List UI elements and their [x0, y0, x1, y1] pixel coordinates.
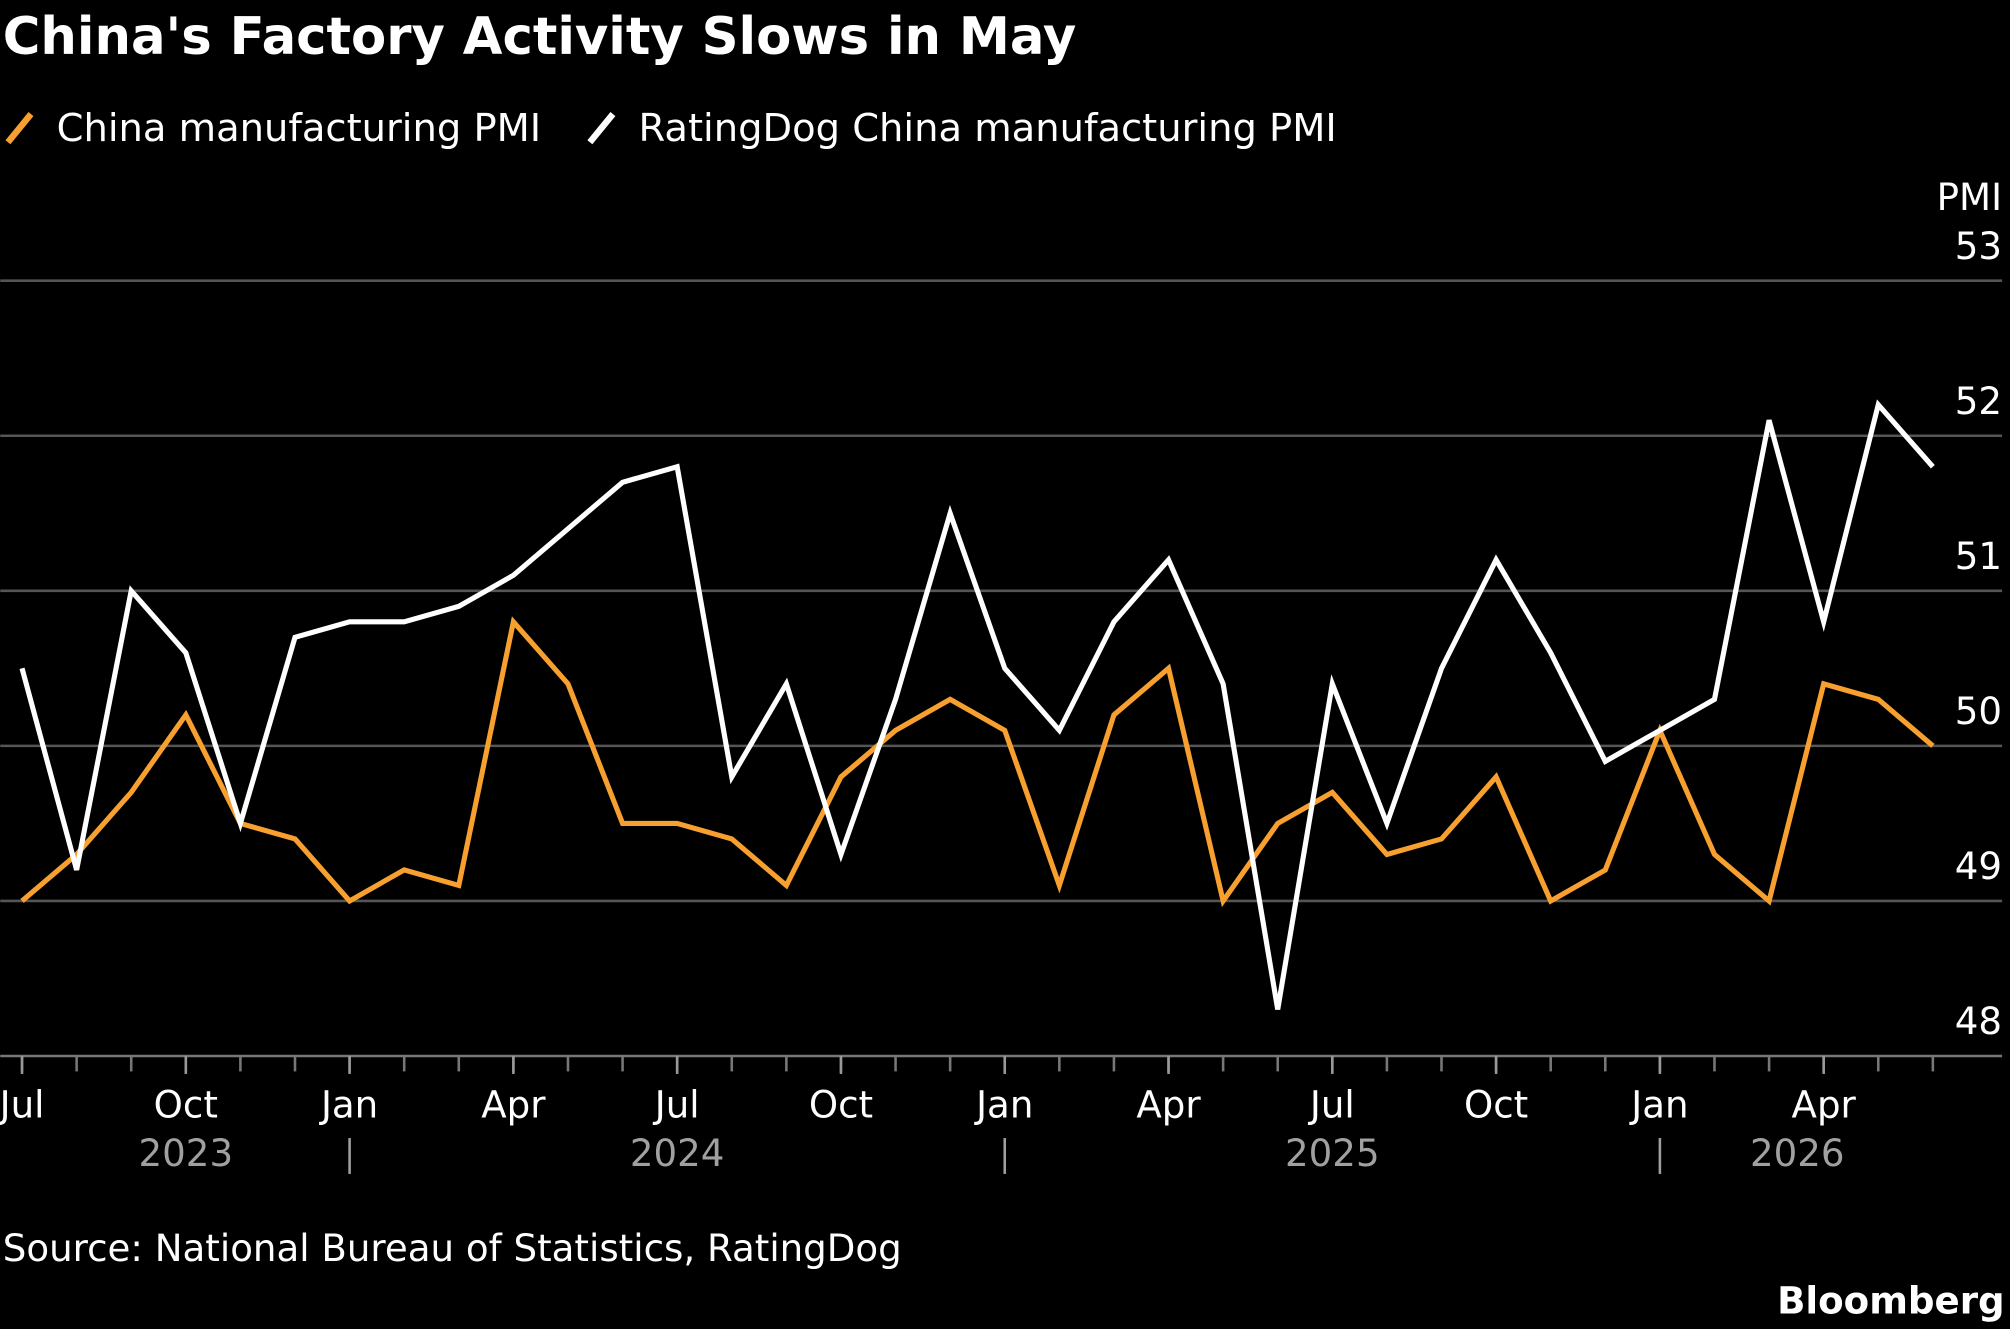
legend-swatch: [587, 112, 616, 145]
x-tick-label: Jul: [1308, 1084, 1355, 1127]
legend: China manufacturing PMI RatingDog China m…: [5, 106, 1337, 151]
x-tick-label: Jul: [653, 1084, 700, 1127]
y-tick-label: 48: [1955, 1000, 2002, 1043]
x-tick-label: Apr: [1792, 1084, 1857, 1127]
legend-label: China manufacturing PMI: [57, 106, 542, 151]
x-tick-label: Jan: [1629, 1084, 1688, 1127]
source: Source: National Bureau of Statistics, R…: [3, 1227, 902, 1270]
y-tick-label: 52: [1955, 380, 2002, 423]
y-tick-label: 51: [1955, 535, 2002, 578]
series-line: [20, 616, 1935, 908]
x-tick-label: Jan: [319, 1084, 378, 1127]
year-label: 2025: [1285, 1132, 1380, 1175]
y-axis-label: PMI: [1937, 176, 2002, 219]
brand: Bloomberg: [1777, 1280, 2005, 1323]
x-tick-label: Oct: [809, 1084, 873, 1127]
year-label: 2024: [630, 1132, 725, 1175]
x-tick-label: Apr: [481, 1084, 546, 1127]
series-line: [19, 399, 1935, 1010]
year-label: 2026: [1750, 1132, 1845, 1175]
x-tick-label: Oct: [154, 1084, 218, 1127]
chart-title: China's Factory Activity Slows in May: [3, 7, 1077, 67]
legend-swatch: [5, 112, 34, 145]
x-tick-label: Jan: [974, 1084, 1033, 1127]
y-tick-label: 49: [1955, 845, 2002, 888]
year-label: 2023: [139, 1132, 234, 1175]
x-tick-label: Oct: [1464, 1084, 1528, 1127]
legend-label: RatingDog China manufacturing PMI: [639, 106, 1337, 151]
y-tick-label: 53: [1955, 225, 2002, 268]
x-tick-label: Jul: [0, 1084, 44, 1127]
y-tick-label: 50: [1955, 690, 2002, 733]
x-tick-label: Apr: [1136, 1084, 1201, 1127]
